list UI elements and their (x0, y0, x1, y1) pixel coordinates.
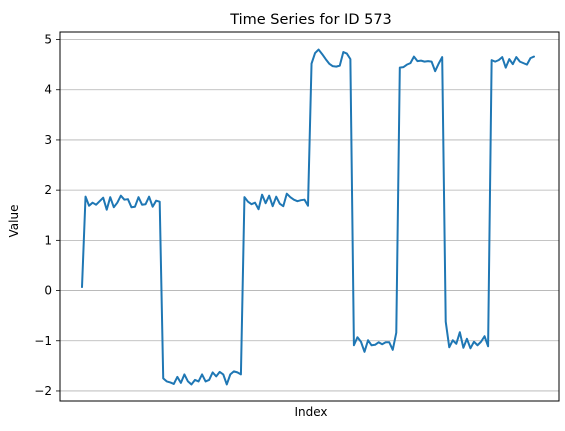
y-tick-label: 5 (44, 33, 52, 47)
y-tick-label: −2 (34, 384, 52, 398)
y-axis-label: Value (7, 205, 21, 238)
y-tick-label: −1 (34, 334, 52, 348)
series-points (82, 50, 534, 385)
y-axis-ticks: −2 −1 0 1 2 3 4 5 (34, 33, 60, 398)
series-line (82, 50, 534, 385)
chart-title: Time Series for ID 573 (229, 12, 392, 28)
y-tick-label: 3 (44, 133, 52, 147)
y-tick-label: 1 (44, 233, 52, 247)
plot-frame (60, 32, 559, 401)
x-axis-label: Index (294, 405, 327, 419)
y-tick-label: 2 (44, 183, 52, 197)
y-tick-label: 4 (44, 83, 52, 97)
y-tick-label: 0 (44, 284, 52, 298)
